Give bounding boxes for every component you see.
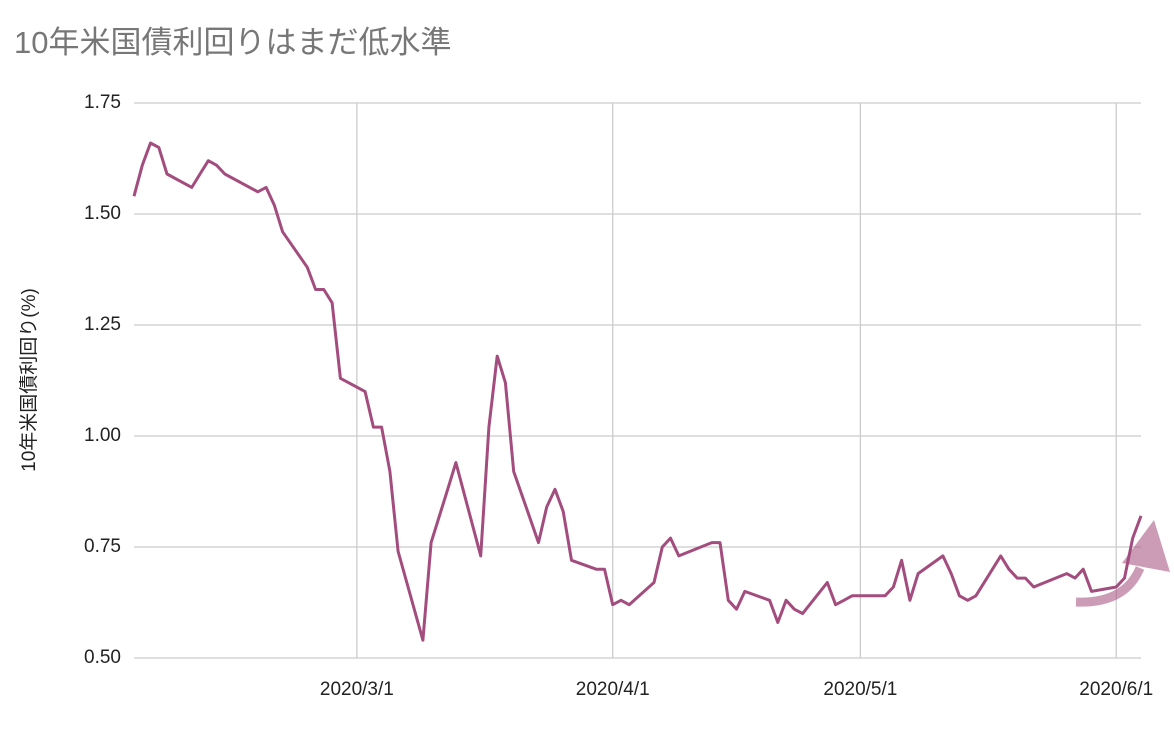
y-tick-label: 1.75 — [84, 92, 121, 113]
y-tick-label: 0.50 — [84, 647, 121, 668]
y-tick-label: 0.75 — [84, 536, 121, 557]
y-tick-label: 1.00 — [84, 425, 121, 446]
arrow-annotation — [1075, 520, 1170, 607]
y-tick-label: 1.25 — [84, 314, 121, 335]
y-tick-label: 1.50 — [84, 203, 121, 224]
x-tick-label: 2020/3/1 — [320, 679, 394, 700]
x-tick-label: 2020/5/1 — [823, 679, 897, 700]
line-series — [132, 141, 1143, 642]
x-tick-label: 2020/4/1 — [576, 679, 650, 700]
chart-title: 10年米国債利回りはまだ低水準 — [14, 25, 451, 60]
plot-area: 0.50 0.75 1.00 1.25 1.50 1.75 2020/3/1 2020/4/1… — [84, 92, 1153, 700]
x-tick-label: 2020/6/1 — [1079, 679, 1153, 700]
y-axis-label: 10年米国債利回り(%) — [18, 288, 40, 472]
